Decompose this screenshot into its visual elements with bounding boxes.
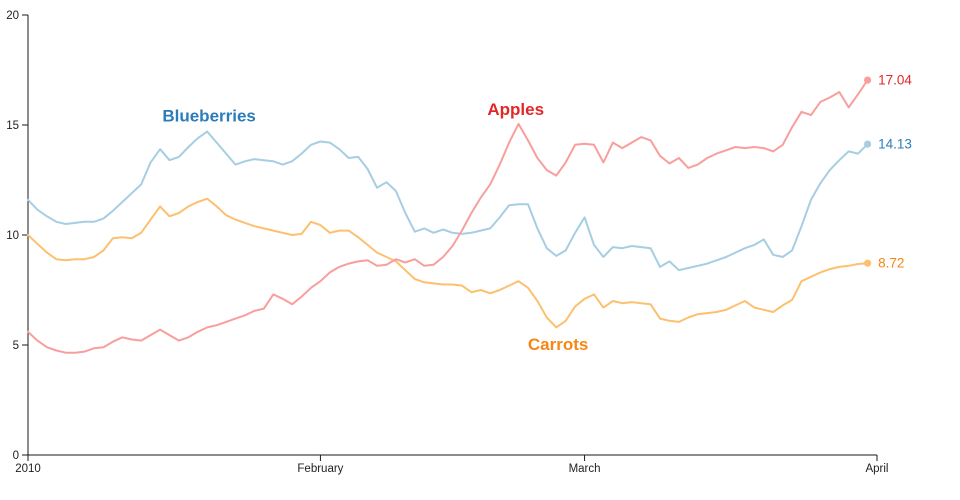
axes <box>22 14 878 461</box>
tick-labels: 0 5 10 15 20 2010 February March April <box>6 10 888 475</box>
series-label-carrots: Carrots <box>528 335 588 354</box>
x-axis-tick-label-march: March <box>569 463 601 475</box>
y-axis-tick-label-10: 10 <box>6 230 19 242</box>
series-apples: 17.04 Apples <box>27 73 912 354</box>
series-carrots: 8.72 Carrots <box>27 197 904 354</box>
series-blueberries: 14.13 Blueberries <box>27 107 912 272</box>
x-axis-tick-label-february: February <box>297 463 343 475</box>
y-axis-tick-label-5: 5 <box>13 340 19 352</box>
x-axis-tick-label-april: April <box>865 463 888 475</box>
y-axis-tick-label-0: 0 <box>13 450 19 462</box>
x-axis-tick-label-2010: 2010 <box>15 463 41 475</box>
y-axis-tick-label-15: 15 <box>6 120 19 132</box>
series-end-value-blueberries: 14.13 <box>878 137 912 152</box>
series-end-value-carrots: 8.72 <box>878 256 904 271</box>
series-label-apples: Apples <box>487 100 544 119</box>
axis-frame <box>27 15 877 456</box>
series-line-carrots <box>27 197 869 329</box>
series-line-blueberries <box>27 130 869 272</box>
series-label-blueberries: Blueberries <box>162 107 256 126</box>
series-end-dot-blueberries <box>864 140 872 148</box>
series-end-value-apples: 17.04 <box>878 73 912 88</box>
series-end-dot-apples <box>864 76 872 84</box>
series-end-dot-carrots <box>864 259 872 267</box>
y-axis-tick-label-20: 20 <box>6 10 19 22</box>
series-line-apples <box>27 79 869 354</box>
